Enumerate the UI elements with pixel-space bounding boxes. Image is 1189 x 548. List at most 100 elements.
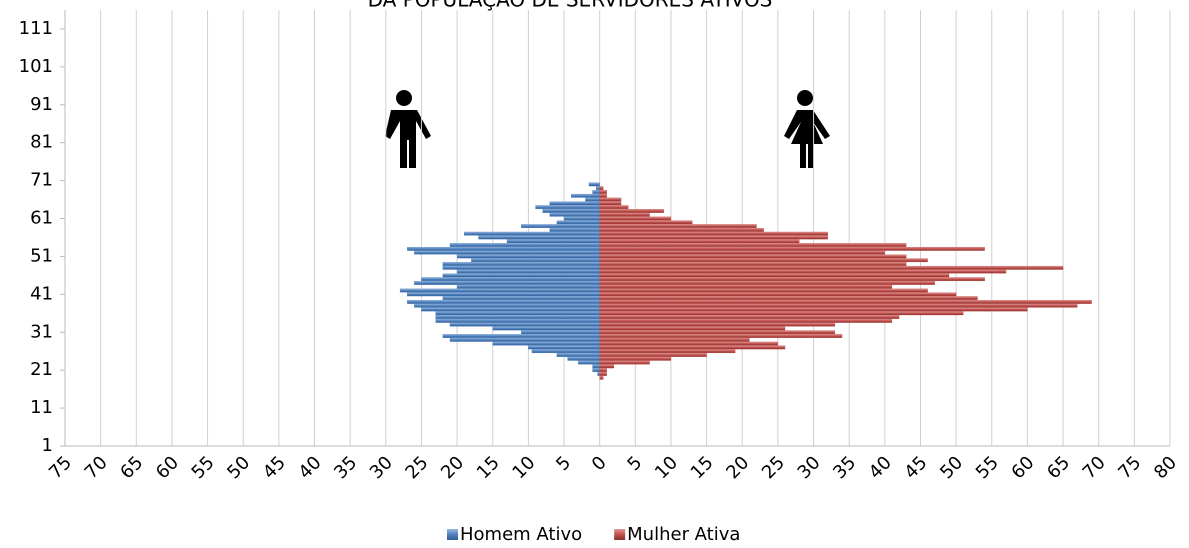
bar — [407, 246, 600, 251]
bar — [599, 311, 964, 316]
x-tick-label: 65 — [116, 452, 147, 483]
bar — [599, 368, 607, 373]
bar — [521, 330, 600, 335]
bar — [599, 269, 1007, 274]
bar — [599, 326, 786, 331]
x-tick-label: 25 — [758, 452, 789, 483]
y-tick-label: 1 — [42, 435, 53, 456]
bar — [399, 288, 600, 293]
bar — [449, 243, 600, 247]
x-tick-label: 50 — [936, 452, 967, 483]
x-tick-label: 75 — [45, 452, 76, 483]
bar — [599, 193, 607, 198]
bar — [414, 281, 600, 285]
y-tick-label: 61 — [30, 208, 53, 229]
x-tick-label: 65 — [1043, 452, 1074, 483]
x-tick-label: 80 — [1150, 452, 1181, 483]
bar — [531, 349, 600, 354]
bar — [435, 311, 600, 316]
bar — [421, 277, 600, 282]
bar — [414, 303, 600, 308]
y-tick-label: 91 — [30, 94, 53, 115]
bar — [456, 254, 600, 259]
bar — [599, 372, 607, 376]
bar — [567, 356, 600, 361]
x-tick-label: 15 — [473, 452, 504, 483]
bar — [549, 201, 600, 206]
bar — [407, 292, 600, 297]
bar — [599, 341, 779, 346]
bar — [449, 337, 600, 342]
bar — [492, 326, 600, 331]
x-tick-label: 70 — [1079, 452, 1110, 483]
x-tick-label: 5 — [552, 452, 575, 475]
x-tick-label: 5 — [623, 452, 646, 475]
bar — [578, 360, 600, 365]
y-tick-label: 71 — [30, 170, 53, 191]
bar — [521, 224, 600, 228]
legend-label: Homem Ativo — [460, 524, 582, 545]
x-tick-label: 30 — [366, 452, 397, 483]
bar — [407, 300, 600, 304]
legend-label: Mulher Ativa — [627, 524, 740, 545]
bar — [442, 273, 600, 278]
bar — [599, 349, 736, 354]
bar — [599, 284, 893, 289]
bar — [599, 262, 907, 266]
x-tick-label: 30 — [794, 452, 825, 483]
bar — [456, 284, 600, 289]
bar — [599, 292, 957, 297]
bar — [599, 281, 935, 285]
bar — [442, 262, 600, 266]
x-tick-label: 70 — [81, 452, 112, 483]
bar — [599, 360, 650, 365]
bar — [414, 250, 600, 255]
bar — [471, 258, 600, 263]
bar — [599, 337, 750, 342]
x-tick-label: 75 — [1114, 452, 1145, 483]
x-tick-label: 55 — [188, 452, 219, 483]
bar — [542, 209, 600, 213]
bar — [599, 235, 828, 240]
bar — [599, 303, 1078, 308]
bar — [599, 375, 604, 380]
bar — [599, 315, 900, 319]
x-tick-label: 10 — [508, 452, 539, 483]
bar — [599, 205, 629, 210]
bar — [599, 228, 764, 232]
bar — [599, 364, 615, 369]
bar — [442, 296, 600, 300]
x-tick-label: 60 — [1007, 452, 1038, 483]
legend-swatch — [447, 529, 458, 540]
bar — [595, 186, 600, 191]
bar — [449, 322, 600, 327]
bar — [599, 307, 1028, 312]
bar — [585, 197, 600, 202]
bar — [599, 201, 622, 206]
y-tick-label: 41 — [30, 283, 53, 304]
man-icon — [385, 90, 431, 168]
bar — [599, 296, 978, 300]
bar — [599, 334, 843, 338]
bar — [599, 265, 1064, 270]
x-tick-label: 15 — [687, 452, 718, 483]
bar — [528, 345, 600, 350]
bar — [599, 250, 885, 255]
bar — [599, 258, 928, 263]
legend-swatch — [614, 529, 626, 540]
bar — [599, 345, 786, 350]
x-tick-label: 10 — [651, 452, 682, 483]
bar — [442, 265, 600, 270]
woman-icon — [784, 90, 830, 168]
bar — [556, 220, 600, 225]
bar — [599, 243, 907, 247]
bar — [435, 319, 600, 323]
bar — [599, 216, 672, 221]
bar — [599, 273, 950, 278]
x-tick-label: 35 — [829, 452, 860, 483]
bar — [599, 277, 985, 282]
y-tick-label: 31 — [30, 321, 53, 342]
bar — [599, 220, 693, 225]
x-tick-label: 25 — [401, 452, 432, 483]
